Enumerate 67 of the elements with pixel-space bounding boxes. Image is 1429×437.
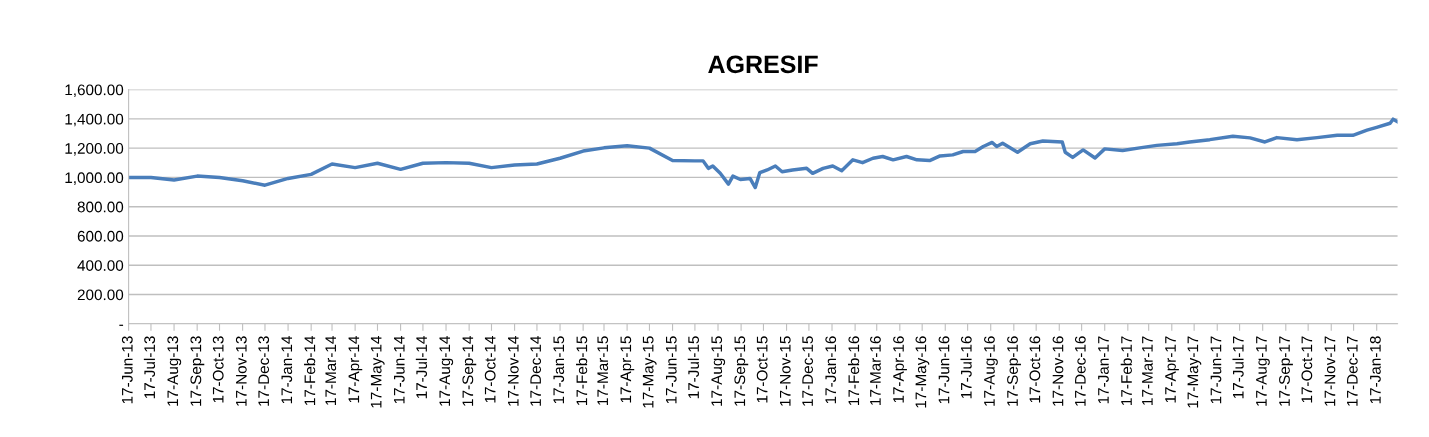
x-tick-label: 17-Apr-14 [348,336,363,403]
x-tick-label: 17-Sep-16 [1007,336,1021,406]
x-tick-label: 17-May-14 [370,336,385,408]
y-tick-label: 1,400.00 [65,113,124,127]
x-tick-label: 17-Dec-13 [258,336,270,406]
x-tick-label: 17-Mar-15 [597,336,609,405]
x-tick-label: 17-Aug-13 [167,336,182,406]
x-tick-label: 17-Apr-16 [893,336,907,403]
y-tick-label: 200.00 [77,289,124,301]
x-tick-label: 17-Jun-15 [665,336,677,404]
line-series [128,117,1398,190]
y-tick-label: 400.00 [77,260,124,271]
x-tick-label: 17-Apr-17 [1165,336,1179,403]
x-tick-label: 17-Jan-16 [825,336,837,404]
x-tick-label: 17-Jun-14 [394,336,405,404]
x-tick-label: 17-Jan-18 [1369,336,1381,404]
x-tick-label: 17-Oct-17 [1301,336,1313,403]
x-tick-label: 17-May-16 [915,336,930,408]
x-tick-label: 17-Jun-13 [121,336,133,404]
x-tick-label: 17-Jul-13 [143,336,156,399]
x-tick-label: 17-Dec-15 [802,336,814,406]
x-tick-label: 17-Jan-15 [553,336,565,404]
y-tick-label: 1,600.00 [65,84,124,98]
x-tick-label: 17-Mar-14 [325,336,337,405]
x-tick-label: 17-Nov-15 [780,336,791,406]
x-tick-label: 17-Sep-13 [190,336,205,406]
y-tick-label: - [119,324,124,326]
x-tick-label: 17-Mar-16 [870,336,881,405]
x-tick-label: 17-Jul-17 [1232,336,1244,399]
x-tick-label: 17-May-15 [642,336,657,408]
x-tick-label: 17-Jul-14 [415,336,428,399]
x-tick-label: 17-Jan-14 [281,336,293,404]
x-tick-label: 17-Aug-15 [711,336,726,406]
x-tick-label: 17-Nov-16 [1052,336,1064,406]
x-tick-label: 17-Jun-16 [938,336,950,404]
x-tick-label: 17-Feb-16 [847,336,860,405]
x-tick-label: 17-Mar-17 [1142,336,1153,405]
x-tick-label: 17-Dec-16 [1074,336,1086,406]
x-tick-label: 17-Oct-15 [756,336,768,403]
x-tick-label: 17-Nov-13 [235,336,247,406]
y-tick-label: 800.00 [77,201,124,213]
x-tick-label: 17-Jun-17 [1210,336,1222,404]
x-tick-label: 17-Jul-16 [960,336,972,399]
x-tick-label: 17-Nov-17 [1324,336,1336,406]
chart-title: AGRESIF [708,55,818,74]
y-tick-label: 1,000.00 [65,172,124,185]
x-tick-label: 17-May-17 [1187,336,1202,408]
x-tick-label: 17-Oct-13 [212,336,224,403]
x-tick-label: 17-Apr-15 [620,336,635,403]
x-tick-label: 17-Nov-14 [508,336,519,406]
y-tick-label: 1,200.00 [65,143,124,156]
x-tick-label: 17-Dec-17 [1347,336,1358,406]
x-tick-label: 17-Jul-15 [687,336,700,399]
x-tick-label: 17-Sep-14 [462,336,477,406]
x-tick-label: 17-Feb-15 [576,336,588,405]
x-tick-label: 17-Jan-17 [1098,336,1109,404]
x-tick-label: 17-Dec-14 [530,336,542,406]
x-tick-label: 17-Sep-17 [1279,336,1293,406]
y-tick-label: 600.00 [77,230,124,242]
x-tick-label: 17-Feb-17 [1120,336,1132,405]
x-tick-label: 17-Oct-14 [484,336,496,403]
x-tick-label: 17-Feb-14 [304,336,316,405]
x-tick-label: 17-Aug-16 [984,336,998,406]
x-tick-label: 17-Aug-17 [1256,336,1270,406]
x-tick-label: 17-Oct-16 [1029,336,1041,403]
x-tick-label: 17-Sep-15 [734,336,749,406]
x-tick-label: 17-Aug-14 [439,336,454,406]
